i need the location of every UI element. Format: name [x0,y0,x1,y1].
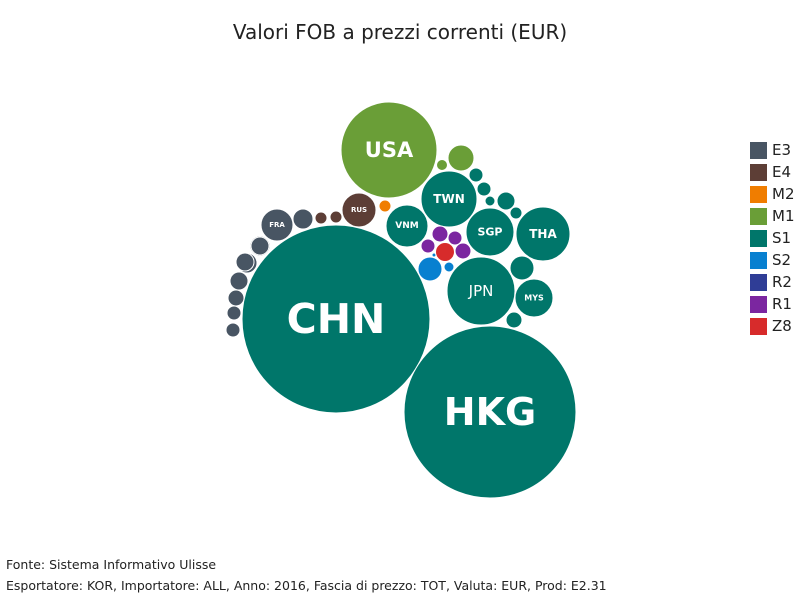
legend-label: E4 [772,163,792,181]
bubble-rus[interactable] [341,192,377,228]
bubble-s1-26[interactable] [476,181,492,197]
legend-swatch [750,141,767,159]
bubble-jpn[interactable] [446,256,516,326]
legend-item-r1[interactable]: R1 [750,293,795,315]
legend-label: S1 [772,229,792,247]
bubble-e3-17[interactable] [225,322,241,338]
chart-title: Valori FOB a prezzi correnti (EUR) [232,20,568,44]
legend-label: R2 [772,273,792,291]
bubble-m2-22[interactable] [378,199,392,213]
legend-swatch [750,251,767,269]
bubble-e3-16[interactable] [226,305,242,321]
footer-details: Esportatore: KOR, Importatore: ALL, Anno… [6,578,607,593]
bubble-e3-11[interactable] [292,208,314,230]
bubble-twn[interactable] [420,170,478,228]
bubble-label-twn: TWN [433,192,464,206]
legend-item-e3[interactable]: E3 [750,139,795,161]
bubble-mys[interactable] [514,278,554,318]
bubble-z8-39[interactable] [435,242,455,262]
legend-label: M1 [772,207,795,225]
bubble-label-fra: FRA [269,221,285,229]
bubble-label-jpn: JPN [468,282,494,300]
bubble-vnm[interactable] [385,204,429,248]
bubble-s2-32[interactable] [417,256,443,282]
bubble-label-vnm: VNM [395,221,418,231]
bubble-r1-37[interactable] [454,242,472,260]
legend-item-r2[interactable]: R2 [750,271,795,293]
bubble-label-mys: MYS [524,294,544,303]
bubble-e4-21[interactable] [329,210,343,224]
bubble-e4-20[interactable] [314,211,328,225]
legend-label: S2 [772,251,792,269]
bubble-tha[interactable] [515,206,571,262]
bubble-sgp[interactable] [465,207,515,257]
legend-item-m2[interactable]: M2 [750,183,795,205]
legend-item-s2[interactable]: S2 [750,249,795,271]
legend-swatch [750,185,767,203]
bubble-s1-25[interactable] [468,167,484,183]
bubble-chn[interactable] [241,224,431,414]
bubble-label-tha: THA [529,227,557,241]
bubble-s1-27[interactable] [509,255,535,281]
legend-item-m1[interactable]: M1 [750,205,795,227]
legend-swatch [750,295,767,313]
bubble-e3-18[interactable] [250,236,270,256]
legend-item-e4[interactable]: E4 [750,161,795,183]
bubble-r1-38[interactable] [420,238,436,254]
bubble-label-rus: RUS [351,206,367,214]
bubble-e3-14[interactable] [229,271,249,291]
bubble-e3-15[interactable] [227,289,245,307]
legend-item-z8[interactable]: Z8 [750,315,795,337]
bubble-s2-33[interactable] [443,261,455,273]
legend: E3 E4 M2 M1 S1 S2 R2 R1 Z8 [750,139,795,337]
legend-label: M2 [772,185,795,203]
bubble-s1-28[interactable] [496,191,516,211]
legend-swatch [750,317,767,335]
bubble-fra[interactable] [260,208,294,242]
legend-swatch [750,273,767,291]
bubble-label-chn: CHN [287,295,386,343]
bubble-e3-19[interactable] [235,252,255,272]
legend-swatch [750,163,767,181]
bubble-s1-31[interactable] [484,195,496,207]
bubble-m1-24[interactable] [436,159,448,171]
legend-swatch [750,207,767,225]
bubble-r1-35[interactable] [431,225,449,243]
bubble-label-hkg: HKG [444,390,536,434]
bubble-s1-29[interactable] [505,311,523,329]
bubble-s1-30[interactable] [509,206,523,220]
bubble-usa[interactable] [340,101,438,199]
bubble-m1-23[interactable] [447,144,475,172]
legend-item-s1[interactable]: S1 [750,227,795,249]
bubble-label-sgp: SGP [477,226,502,239]
bubble-hkg[interactable] [403,325,577,499]
bubble-r1-36[interactable] [447,230,463,246]
bubble-label-usa: USA [365,138,414,162]
legend-swatch [750,229,767,247]
footer-source: Fonte: Sistema Informativo Ulisse [6,557,217,572]
legend-label: E3 [772,141,792,159]
legend-label: Z8 [772,317,792,335]
legend-label: R1 [772,295,792,313]
